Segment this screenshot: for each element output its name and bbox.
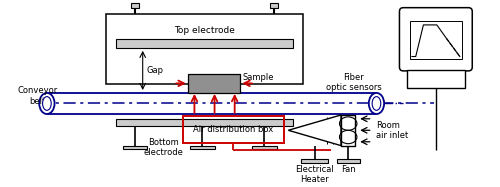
Text: Gap: Gap xyxy=(146,66,164,75)
Text: Fan: Fan xyxy=(341,165,355,174)
Bar xyxy=(190,146,214,149)
Bar xyxy=(341,115,355,146)
Bar xyxy=(336,159,359,163)
Text: Room
air inlet: Room air inlet xyxy=(376,121,408,140)
Polygon shape xyxy=(288,115,341,146)
Bar xyxy=(131,3,139,8)
Bar xyxy=(116,119,293,126)
Text: Conveyor
belt: Conveyor belt xyxy=(17,86,58,105)
Ellipse shape xyxy=(42,97,51,110)
Bar xyxy=(407,70,465,88)
Bar xyxy=(183,116,284,143)
Ellipse shape xyxy=(372,97,381,110)
Bar xyxy=(122,146,148,149)
FancyBboxPatch shape xyxy=(400,8,472,71)
Text: Sample: Sample xyxy=(242,73,274,82)
Ellipse shape xyxy=(39,93,54,114)
Bar xyxy=(410,21,462,59)
Text: Top electrode: Top electrode xyxy=(174,26,235,35)
Bar xyxy=(270,3,278,8)
Text: Electrical
Heater: Electrical Heater xyxy=(296,165,334,184)
Bar xyxy=(116,39,293,48)
Text: Bottom
electrode: Bottom electrode xyxy=(144,138,184,157)
Bar xyxy=(188,74,240,93)
Text: Fiber
optic sensors: Fiber optic sensors xyxy=(326,73,382,92)
Ellipse shape xyxy=(369,93,384,114)
Bar xyxy=(252,146,277,149)
Bar xyxy=(302,159,328,163)
Bar xyxy=(106,14,302,84)
Text: Air distribution box: Air distribution box xyxy=(193,125,274,134)
